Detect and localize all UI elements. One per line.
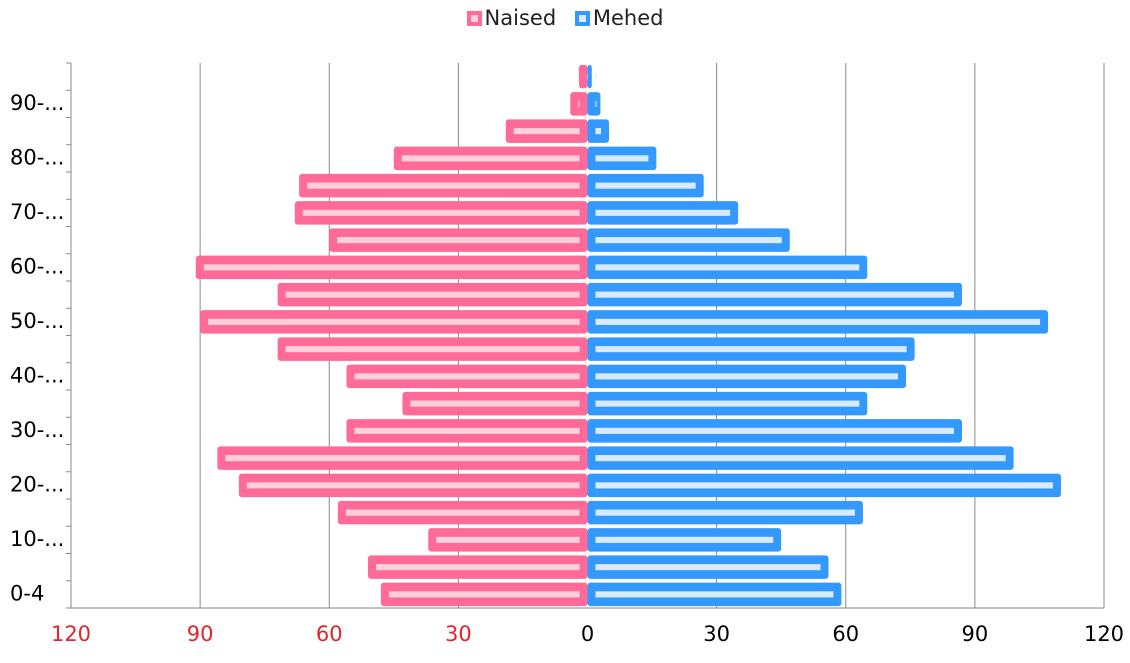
bar-highlight-naised-40-44	[354, 373, 580, 380]
bar-highlight-mehed-5-9	[595, 564, 821, 571]
y-tick-label-0: 0-4	[10, 581, 44, 605]
y-tick-label-7: 70-...	[10, 200, 64, 224]
x-tick-label-0: 120	[51, 622, 91, 646]
bar-highlight-mehed-50-54	[595, 318, 1041, 325]
bar-highlight-naised-5-9	[375, 564, 580, 571]
y-tick-label-3: 30-...	[10, 418, 64, 442]
x-tick-label-8: 120	[1084, 622, 1124, 646]
bar-highlight-mehed-25-29	[595, 455, 1006, 462]
bar-highlight-naised-95+	[586, 73, 588, 80]
bar-highlight-naised-10-14	[436, 536, 580, 543]
bar-highlight-naised-25-29	[225, 455, 580, 462]
x-tick-label-4: 0	[581, 622, 594, 646]
y-tick-label-6: 60-...	[10, 254, 64, 278]
bar-highlight-naised-70-74	[302, 209, 580, 216]
y-tick-label-1: 10-...	[10, 527, 64, 551]
bar-highlight-mehed-20-24	[595, 482, 1053, 489]
bar-highlight-naised-65-69	[337, 237, 580, 244]
x-tick-label-7: 90	[962, 622, 989, 646]
legend-swatch-mehed	[574, 10, 590, 26]
bar-naised-95+	[578, 64, 588, 89]
bar-highlight-mehed-95+	[595, 73, 597, 80]
bar-highlight-mehed-55-59	[595, 291, 954, 298]
bar-highlight-mehed-70-74	[595, 209, 731, 216]
bar-highlight-mehed-45-49	[595, 346, 907, 353]
bar-highlight-naised-80-84	[401, 155, 580, 162]
bar-highlight-mehed-65-69	[595, 237, 782, 244]
bar-highlight-naised-15-19	[345, 509, 580, 516]
legend-item-mehed[interactable]: Mehed	[574, 6, 664, 30]
chart-legend: Naised Mehed	[0, 6, 1130, 31]
legend-swatch-naised	[466, 10, 482, 26]
x-tick-label-1: 90	[187, 622, 214, 646]
bar-highlight-mehed-10-14	[595, 536, 774, 543]
x-tick-label-3: 30	[445, 622, 472, 646]
x-tick-label-5: 30	[703, 622, 730, 646]
bar-highlight-mehed-85-89	[595, 128, 602, 135]
bar-highlight-naised-55-59	[285, 291, 580, 298]
bar-highlight-mehed-0-4	[595, 591, 834, 598]
bar-mehed-90-94	[587, 92, 601, 116]
x-tick-label-6: 60	[832, 622, 859, 646]
bar-highlight-mehed-75-79	[595, 182, 696, 189]
legend-label-naised: Naised	[484, 6, 557, 30]
bar-highlight-naised-50-54	[208, 318, 580, 325]
bar-highlight-mehed-60-64	[595, 264, 860, 271]
y-tick-label-2: 20-...	[10, 472, 64, 496]
bar-highlight-mehed-35-39	[595, 400, 860, 407]
bar-highlight-mehed-80-84	[595, 155, 649, 162]
bar-highlight-mehed-90-94	[595, 100, 597, 107]
bar-highlight-naised-30-34	[354, 427, 580, 434]
bar-highlight-naised-90-94	[578, 100, 580, 107]
y-tick-label-8: 80-...	[10, 145, 64, 169]
bar-highlight-naised-85-89	[513, 128, 580, 135]
bar-highlight-mehed-40-44	[595, 373, 899, 380]
bar-highlight-naised-60-64	[203, 264, 580, 271]
bar-highlight-naised-75-79	[307, 182, 580, 189]
x-tick-label-2: 60	[316, 622, 343, 646]
legend-label-mehed: Mehed	[592, 6, 664, 30]
bar-highlight-naised-0-4	[388, 591, 580, 598]
bar-highlight-mehed-15-19	[595, 509, 855, 516]
bar-highlight-naised-20-24	[246, 482, 580, 489]
bar-mehed-95+	[587, 64, 592, 89]
bar-highlight-naised-35-39	[410, 400, 580, 407]
bar-highlight-mehed-30-34	[595, 427, 954, 434]
y-tick-label-5: 50-...	[10, 309, 64, 333]
y-tick-label-4: 40-...	[10, 363, 64, 387]
legend-item-naised[interactable]: Naised	[466, 6, 557, 30]
bar-highlight-naised-45-49	[285, 346, 580, 353]
y-tick-label-9: 90-...	[10, 91, 64, 115]
